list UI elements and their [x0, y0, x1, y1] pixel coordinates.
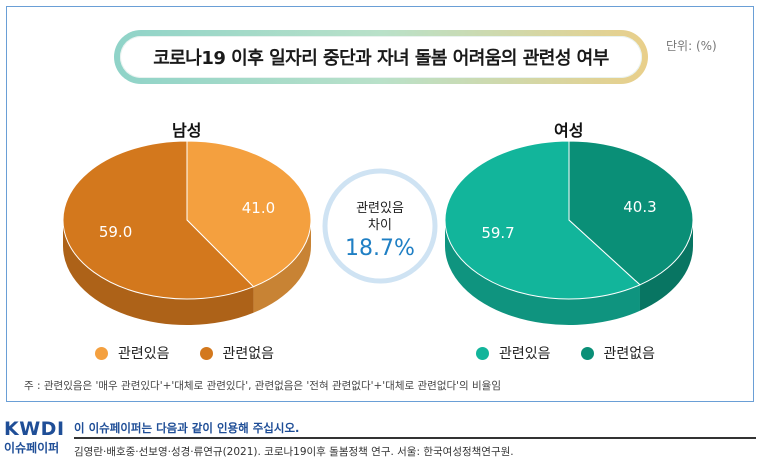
badge-line2: 차이 — [368, 218, 392, 233]
pie-side-wall — [639, 220, 693, 311]
male-pie-title: 남성 — [172, 121, 202, 140]
legend-label: 관련있음 — [499, 346, 551, 362]
badge-value: 18.7% — [345, 236, 415, 261]
female-legend: 관련있음 관련없음 — [476, 343, 685, 363]
legend-swatch-unrelated — [580, 346, 594, 360]
female-pie-title: 여성 — [554, 121, 584, 140]
pie-slice-related — [186, 140, 312, 288]
divider — [74, 437, 756, 439]
pie-data-label: 41.0 — [242, 199, 275, 217]
legend-label: 관련있음 — [118, 346, 170, 362]
kwdi-logo: KWDI 이슈페이퍼 — [4, 418, 65, 455]
legend-item: 관련있음 — [95, 343, 170, 363]
legend-swatch-related — [95, 346, 108, 360]
legend-swatch-unrelated — [199, 346, 213, 360]
badge-line1: 관련있음 — [356, 201, 404, 216]
citation-text: 김영란·배호중·선보영·성경·류연규(2021). 코로나19이후 돌봄정책 연… — [74, 446, 514, 458]
pie-slice-unrelated — [568, 140, 694, 286]
legend-item: 관련없음 — [199, 343, 275, 363]
legend-swatch-related — [476, 346, 489, 360]
pie-data-label: 59.0 — [99, 223, 132, 241]
pie-slice-unrelated — [62, 140, 255, 300]
pie-slice-related — [444, 140, 641, 300]
pie-side-wall — [63, 220, 254, 325]
pie-data-label: 40.3 — [623, 198, 656, 216]
footnote: 주 : 관련있음은 '매우 관련있다'+'대체로 관련있다', 관련없음은 '전… — [24, 380, 501, 392]
legend-item: 관련있음 — [476, 343, 551, 363]
pie-female: 59.7 40.3 — [444, 140, 694, 325]
pie-male: 41.0 59.0 — [62, 140, 312, 325]
pie-side-wall — [445, 220, 640, 325]
legend-label: 관련없음 — [603, 346, 656, 362]
chart-title: 코로나19 이후 일자리 중단과 자녀 돌봄 어려움의 관련성 여부 — [153, 48, 609, 69]
legend-label: 관련없음 — [222, 346, 275, 362]
citation-heading: 이 이슈페이퍼는 다음과 같이 인용해 주십시오. — [74, 421, 300, 435]
badge-circle — [322, 168, 438, 284]
pie-side-wall — [253, 220, 311, 313]
title-banner: 코로나19 이후 일자리 중단과 자녀 돌봄 어려움의 관련성 여부 — [114, 30, 648, 84]
pie-data-label: 59.7 — [481, 224, 514, 242]
legend-item: 관련없음 — [580, 343, 656, 363]
unit-label: 단위: (%) — [666, 39, 717, 53]
male-legend: 관련있음 관련없음 — [95, 343, 304, 363]
